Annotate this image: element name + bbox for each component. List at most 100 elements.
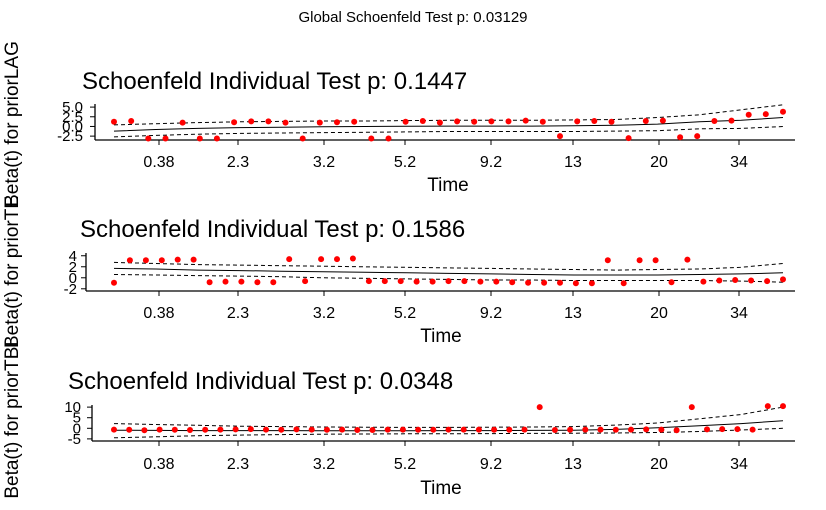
panel-2-xlabel: Time <box>420 326 462 347</box>
x-tick-label: 2.3 <box>227 305 249 322</box>
data-point <box>749 426 756 433</box>
data-point <box>111 426 117 433</box>
data-point <box>734 426 741 433</box>
upper-band-line <box>113 104 784 126</box>
x-tick-label: 3.2 <box>313 456 335 473</box>
panel-3-ylabel: Beta(t) for priorTBI <box>2 341 23 498</box>
data-point <box>728 117 735 124</box>
data-point <box>471 118 478 125</box>
data-point <box>278 426 285 433</box>
data-point <box>506 426 513 433</box>
data-point <box>636 257 643 264</box>
global-title: Global Schoenfeld Test p: 0.03129 <box>298 9 527 26</box>
data-point <box>126 426 133 433</box>
y-tick-label: 2 <box>69 259 77 276</box>
data-point <box>263 426 269 433</box>
fit-line <box>113 117 784 132</box>
data-point <box>174 256 181 263</box>
data-point <box>591 118 598 124</box>
y-tick-label: 5 <box>73 410 81 427</box>
x-tick-label: 9.2 <box>480 456 502 473</box>
y-tick-label: 4 <box>69 248 77 265</box>
data-point <box>141 427 148 434</box>
panel-3: Schoenfeld Individual Test p: 0.0348 0.3… <box>2 341 795 499</box>
data-point <box>206 279 213 286</box>
data-point <box>436 119 443 126</box>
data-point <box>780 276 786 283</box>
data-point <box>625 135 632 142</box>
data-point <box>196 135 203 142</box>
data-point <box>574 118 581 125</box>
data-point <box>402 118 409 125</box>
data-point <box>551 427 558 433</box>
panel-2-ylabel: Beta(t) for priorTE <box>2 196 23 348</box>
y-tick-label: 5.0 <box>62 99 83 116</box>
data-point <box>652 257 659 264</box>
data-point <box>461 278 468 285</box>
data-point <box>505 118 512 125</box>
data-point <box>628 426 634 433</box>
x-tick-label: 34 <box>730 305 748 322</box>
data-point <box>522 117 529 124</box>
data-point <box>316 119 323 126</box>
data-point <box>716 277 723 284</box>
x-tick-label: 20 <box>650 154 668 171</box>
data-point <box>339 426 346 433</box>
data-point <box>162 135 169 142</box>
data-point <box>445 426 452 433</box>
data-point <box>677 134 684 141</box>
data-point <box>265 118 272 125</box>
data-point <box>238 278 245 285</box>
data-point <box>700 278 707 285</box>
data-point <box>477 278 484 285</box>
data-point <box>745 111 752 118</box>
data-point <box>156 426 163 433</box>
data-point <box>567 426 574 433</box>
data-point <box>385 135 392 142</box>
data-point <box>318 256 325 263</box>
data-point <box>588 280 595 287</box>
data-point <box>557 133 563 140</box>
fit-line <box>113 267 784 276</box>
data-point <box>642 118 649 124</box>
data-point <box>762 111 769 118</box>
data-point <box>145 135 152 142</box>
data-point <box>525 279 532 286</box>
panel-1-plot: 0.38 2.3 3.2 5.2 9.2 13 20 34 -2.50.02.55.0 <box>57 99 795 171</box>
data-point <box>572 280 579 287</box>
data-point <box>711 118 718 124</box>
data-point <box>381 278 388 285</box>
data-point <box>658 426 665 433</box>
data-point <box>187 427 193 433</box>
upper-band-line <box>113 406 784 428</box>
data-point <box>732 277 739 283</box>
data-point <box>217 426 224 433</box>
data-point <box>604 257 611 264</box>
data-point <box>351 118 358 125</box>
x-tick-label: 34 <box>730 154 748 171</box>
x-tick-label: 2.3 <box>227 154 249 171</box>
data-point <box>286 256 293 263</box>
data-point <box>521 426 528 433</box>
upper-band-line <box>113 261 784 271</box>
data-point <box>302 278 309 285</box>
panel-1-ylabel: Beta(t) for priorLAG <box>2 41 23 207</box>
panel-2-title: Schoenfeld Individual Test p: 0.1586 <box>80 216 465 243</box>
data-point <box>539 118 546 125</box>
data-point <box>719 426 726 433</box>
x-tick-label: 2.3 <box>227 456 249 473</box>
x-tick-label: 0.38 <box>143 456 174 473</box>
data-point <box>202 426 209 433</box>
data-point <box>541 279 548 286</box>
data-point <box>334 256 340 263</box>
y-tick-label: 0 <box>73 420 81 437</box>
panel-1: Schoenfeld Individual Test p: 0.1447 0.3… <box>2 41 795 207</box>
data-point <box>764 403 771 410</box>
data-point <box>293 426 300 433</box>
data-point <box>397 278 404 285</box>
data-point <box>460 426 467 433</box>
y-tick-label: 2.5 <box>62 109 83 126</box>
data-point <box>557 279 563 286</box>
